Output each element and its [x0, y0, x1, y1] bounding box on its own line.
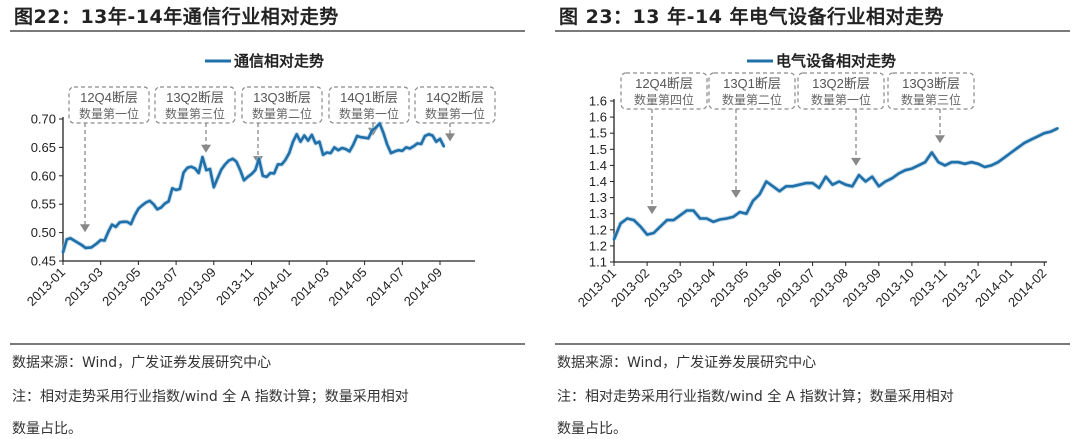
annotation-rank: 数量第四位	[634, 92, 694, 107]
x-tick-label: 2013-11	[213, 265, 257, 309]
y-tick-label: 1.2	[589, 222, 607, 237]
y-tick-label: 0.45	[31, 254, 56, 269]
footer-divider	[10, 343, 525, 345]
y-tick-label: 0.50	[31, 225, 56, 240]
annotation-box	[708, 72, 796, 110]
annotation-rank: 数量第三位	[901, 92, 961, 107]
figure-title: 图 23：13 年-14 年电气设备行业相对走势	[559, 6, 945, 28]
figure-22-panel: 图22：13年-14年通信行业相对走势 0.45 0.50 0.55 0.60 0.65…	[10, 0, 535, 439]
y-tick-label: 1.2	[589, 238, 607, 253]
x-tick-label: 2014-07	[363, 265, 407, 309]
x-tick-label: 2014-03	[288, 265, 332, 309]
annotation-arrow-head	[201, 144, 211, 153]
x-tick-label: 2014-01	[250, 265, 294, 309]
title-divider	[10, 30, 525, 32]
annotation-box	[620, 72, 708, 110]
annotation-rank: 数量第一位	[79, 106, 139, 121]
annotation-rank: 数量第二位	[252, 106, 312, 121]
x-tick-label: 2013-09	[175, 265, 219, 309]
annotation-arrow-head	[80, 224, 90, 233]
annotation-box	[68, 86, 150, 124]
footnote-line-2: 数量占比。	[557, 421, 627, 437]
y-tick-label: 1.6	[589, 94, 607, 109]
series-line	[61, 122, 446, 254]
annotation-arrow-head	[647, 206, 657, 215]
y-tick-label: 1.5	[589, 142, 607, 157]
annotation-arrow-head	[445, 133, 455, 142]
y-tick-label: 1.1	[589, 255, 607, 270]
series-line	[612, 127, 1059, 241]
annotation-arrow-head	[731, 190, 741, 199]
title-divider	[555, 30, 1070, 32]
y-tick-label: 0.60	[31, 168, 56, 183]
annotation-title: 13Q3断层	[253, 90, 311, 105]
data-source: 数据来源：Wind，广发证券发展研究中心	[12, 355, 272, 371]
x-tick-label: 2014-05	[325, 265, 369, 309]
annotation-title: 12Q4断层	[635, 76, 693, 91]
annotation-title: 13Q1断层	[723, 76, 781, 91]
annotation-box	[241, 86, 323, 124]
annotation-box	[328, 86, 410, 124]
annotation-box	[414, 86, 496, 124]
annotation-rank: 数量第二位	[722, 92, 782, 107]
y-tick-label: 1.4	[589, 174, 607, 189]
annotation-box	[797, 72, 885, 110]
x-tick-label: 2013-05	[99, 265, 143, 309]
figure-23-panel: 图 23：13 年-14 年电气设备行业相对走势 1.1 1.2 1.2 1.3 1.3…	[555, 0, 1080, 439]
figure-title: 图22：13年-14年通信行业相对走势	[14, 6, 339, 28]
y-tick-label: 1.3	[589, 206, 607, 221]
telecom-relative-trend-chart: 0.450.500.550.600.650.702013-012013-0320…	[24, 52, 496, 309]
x-tick-label: 2013-07	[137, 265, 181, 309]
annotation-title: 13Q2断层	[166, 90, 224, 105]
x-tick-label: 2014-09	[401, 265, 445, 309]
x-tick-label: 2013-01	[24, 265, 68, 309]
annotation-rank: 数量第一位	[811, 92, 871, 107]
y-tick-label: 0.70	[31, 112, 56, 127]
y-tick-label: 0.65	[31, 140, 56, 155]
legend-label: 电气设备相对走势	[776, 52, 896, 70]
annotation-title: 13Q3断层	[902, 76, 960, 91]
legend-label: 通信相对走势	[234, 52, 324, 70]
y-tick-label: 0.55	[31, 197, 56, 212]
annotation-title: 14Q2断层	[426, 90, 484, 105]
y-tick-label: 1.5	[589, 126, 607, 141]
annotation-title: 12Q4断层	[80, 90, 138, 105]
data-source: 数据来源：Wind，广发证券发展研究中心	[557, 355, 817, 371]
annotation-rank: 数量第三位	[165, 106, 225, 121]
y-tick-label: 1.3	[589, 190, 607, 205]
annotation-rank: 数量第一位	[339, 106, 399, 121]
footnote-line-1: 注：相对走势采用行业指数/wind 全 A 指数计算；数量采用相对	[557, 389, 954, 405]
x-tick-label: 2013-03	[61, 265, 105, 309]
y-tick-label: 1.6	[589, 110, 607, 125]
footnote-line-1: 注：相对走势采用行业指数/wind 全 A 指数计算；数量采用相对	[12, 389, 409, 405]
annotation-rank: 数量第一位	[425, 106, 485, 121]
annotation-box	[887, 72, 975, 110]
electrical-equipment-relative-trend-chart: 1.11.21.21.31.31.41.41.51.51.61.62013-01…	[575, 52, 1059, 310]
footer-divider	[555, 343, 1070, 345]
annotation-title: 13Q2断层	[812, 76, 870, 91]
annotation-arrow-head	[851, 157, 861, 166]
annotation-title: 14Q1断层	[340, 90, 398, 105]
footnote-line-2: 数量占比。	[12, 421, 82, 437]
annotation-box	[154, 86, 236, 124]
y-tick-label: 1.4	[589, 158, 607, 173]
annotation-arrow-head	[935, 135, 945, 144]
